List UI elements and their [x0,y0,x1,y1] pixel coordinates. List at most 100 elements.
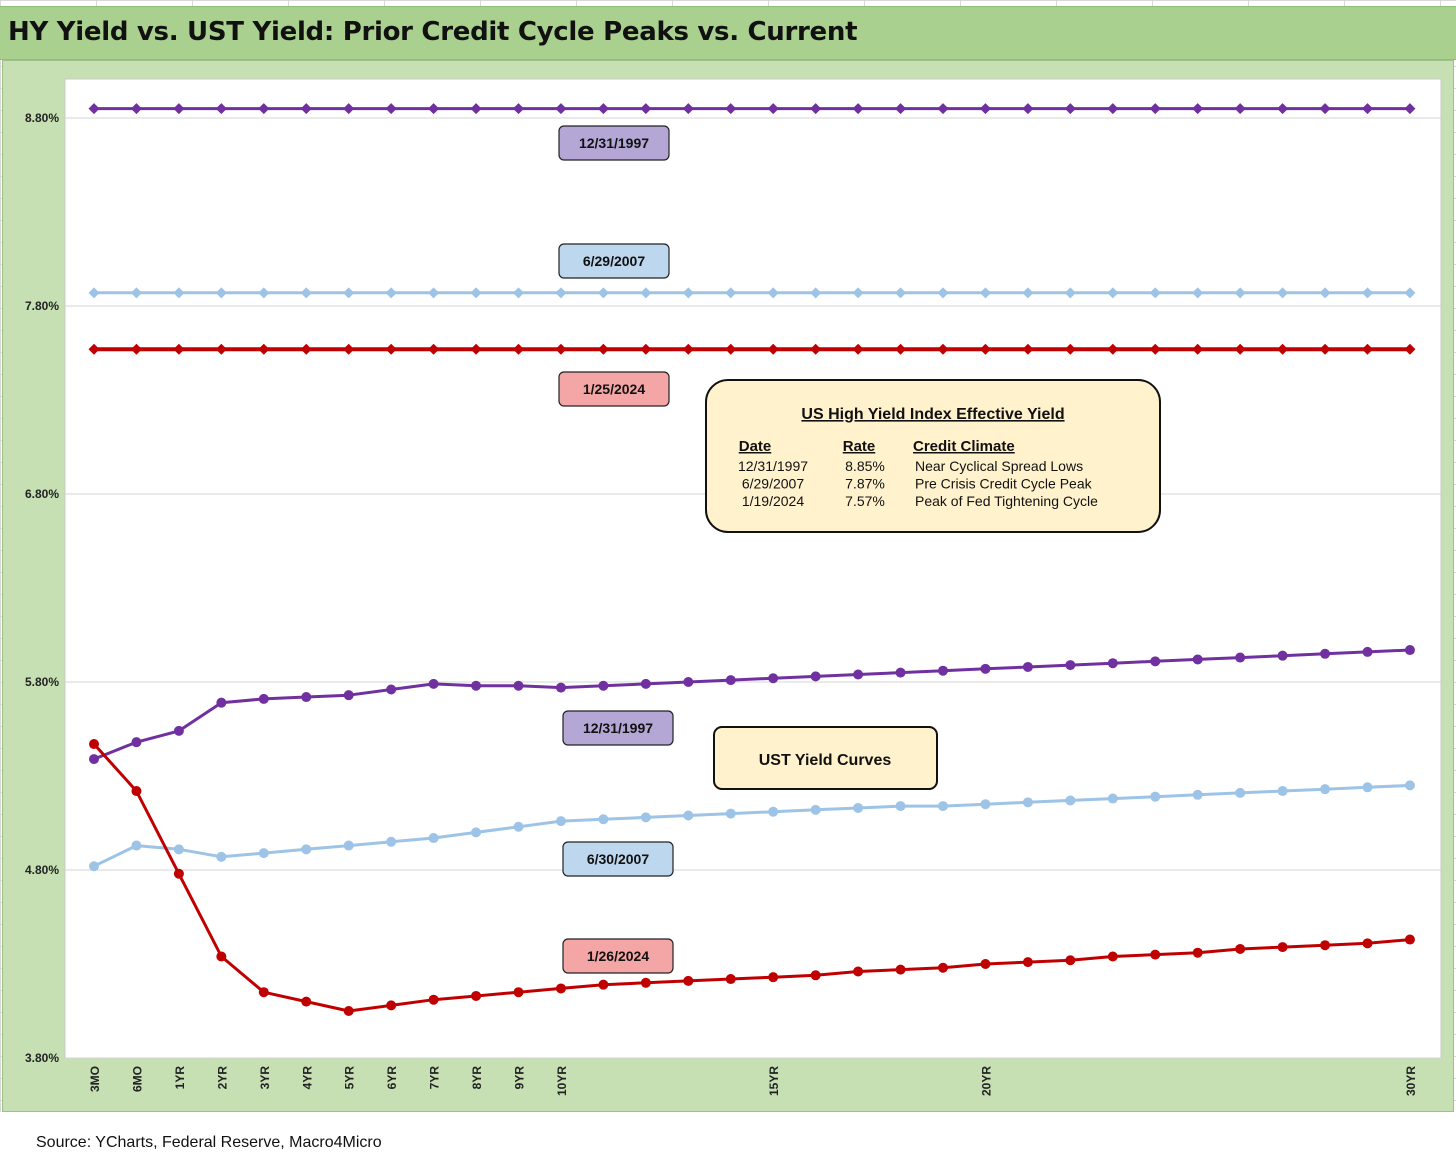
chart-svg: 3.80% 4.80% 5.80% 6.80% 7.80% 8.80% 3MO 6MO 1YR 2… [25,78,1442,1096]
data-point [980,959,991,969]
data-point [215,343,227,355]
data-point [89,739,99,750]
series-label-text: 1/26/2024 [587,948,649,964]
data-point [640,812,651,823]
data-point [1065,660,1076,671]
data-point [979,287,991,299]
hy-box-cell: 8.85% [845,458,885,474]
data-point [555,287,567,299]
data-point [89,754,99,765]
data-point [471,827,482,838]
data-point [768,673,779,684]
x-tick-label: 7YR [428,1066,442,1090]
data-point [683,810,694,821]
data-point [555,103,567,115]
series-line [93,783,1411,868]
data-point [1362,938,1373,949]
data-point [386,1000,397,1011]
chart-frame[interactable]: 3.80% 4.80% 5.80% 6.80% 7.80% 8.80% 3MO 6MO 1YR 2… [2,60,1454,1112]
data-point [131,737,142,748]
data-point [1362,287,1373,299]
data-point [1404,934,1415,945]
data-point [513,343,524,355]
hy-box-header: Rate [843,438,876,455]
data-point [852,287,864,299]
x-tick-label: 4YR [300,1066,314,1090]
data-point [386,836,397,847]
data-point [1192,343,1204,355]
title-bar: HY Yield vs. UST Yield: Prior Credit Cyc… [0,6,1456,60]
data-point [1022,661,1033,672]
data-point [513,680,524,691]
data-point [1277,103,1289,115]
data-point [640,343,652,355]
data-point [767,343,779,355]
data-point [173,868,184,879]
hy-box-title: US High Yield Index Effective Yield [801,406,1064,423]
data-point [895,964,906,975]
series-label-text: 6/30/2007 [587,851,649,867]
data-point [682,103,694,115]
data-point [343,690,354,701]
series-label-text: 12/31/1997 [579,135,649,151]
data-point [725,343,737,355]
ust-annotation-box: UST Yield Curves [713,726,938,790]
data-point [725,808,736,819]
hy-box-cell: Pre Crisis Credit Cycle Peak [915,476,1093,492]
data-point [640,103,652,115]
data-point [1235,652,1246,663]
data-point [471,990,482,1001]
data-point [1404,287,1416,299]
data-point [216,697,227,708]
data-point [343,1006,354,1016]
series-label-box: 12/31/1997 [558,125,670,161]
data-point [1022,343,1034,355]
data-point [598,979,609,990]
data-point [1320,784,1331,795]
hy-box-cell: 12/31/1997 [738,458,808,474]
x-tick-label: 6MO [130,1066,144,1092]
data-point [301,692,312,703]
data-point [513,987,524,998]
series-label-bg [562,841,674,877]
data-point [215,103,227,115]
data-point [555,343,567,355]
data-point [810,287,822,299]
data-point [428,994,439,1005]
data-point [428,678,439,689]
data-point [258,343,270,355]
data-point [300,287,312,299]
x-tick-label: 10YR [555,1066,569,1096]
data-point [555,816,566,827]
ust-box-bg [713,726,938,790]
data-point [89,861,99,872]
data-point [937,287,949,299]
data-point [343,840,354,851]
data-point [853,669,864,680]
data-point [471,680,482,691]
data-point [1319,343,1331,355]
data-point [88,103,100,115]
data-point [1362,646,1373,657]
data-point [1320,648,1331,659]
data-point [386,684,397,695]
data-point [555,682,566,693]
data-point [979,343,991,355]
y-tick-label: 4.80% [25,863,59,877]
data-point [343,103,355,115]
data-point [130,343,142,355]
data-point [979,103,991,115]
x-tick-label: 6YR [385,1066,399,1090]
data-point [385,287,397,299]
data-point [895,667,906,678]
data-point [258,693,269,704]
data-point [1192,287,1204,299]
x-tick-label: 15YR [767,1066,781,1096]
hy-box-header: Date [739,438,772,455]
data-point [725,974,736,985]
series-label-bg [558,243,670,279]
data-point [1150,949,1161,960]
data-point [1192,103,1204,115]
data-point [810,343,822,355]
data-point [810,103,822,115]
